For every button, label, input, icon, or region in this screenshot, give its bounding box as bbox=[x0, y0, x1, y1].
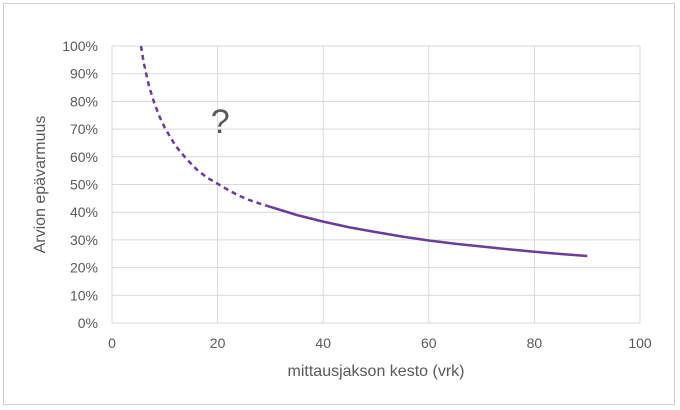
question-mark-annotation: ? bbox=[211, 103, 230, 141]
y-tick-label: 90% bbox=[70, 66, 98, 82]
chart-frame bbox=[3, 3, 675, 405]
x-tick-labels: 0 20 40 60 80 100 bbox=[108, 335, 652, 351]
x-tick-label: 20 bbox=[210, 335, 226, 351]
y-tick-label: 0% bbox=[78, 315, 98, 331]
x-axis-title: mittausjakson kesto (vrk) bbox=[288, 363, 465, 380]
y-tick-label: 20% bbox=[70, 260, 98, 276]
grid bbox=[111, 45, 641, 324]
x-tick-label: 60 bbox=[421, 335, 437, 351]
x-tick-label: 0 bbox=[108, 335, 116, 351]
x-tick-label: 40 bbox=[315, 335, 331, 351]
series-lines bbox=[139, 45, 588, 258]
annotations: ? bbox=[211, 103, 230, 141]
series-line-solid bbox=[267, 204, 588, 258]
y-tick-label: 100% bbox=[62, 38, 98, 54]
series-line-dashed bbox=[139, 45, 269, 208]
y-tick-label: 60% bbox=[70, 149, 98, 165]
x-tick-label: 100 bbox=[628, 335, 652, 351]
y-tick-label: 50% bbox=[70, 177, 98, 193]
y-tick-label: 10% bbox=[70, 287, 98, 303]
x-tick-label: 80 bbox=[527, 335, 543, 351]
y-tick-labels: 0% 10% 20% 30% 40% 50% 60% 70% 80% 90% 100% bbox=[62, 38, 98, 331]
y-tick-label: 40% bbox=[70, 204, 98, 220]
y-tick-label: 70% bbox=[70, 121, 98, 137]
y-tick-label: 80% bbox=[70, 93, 98, 109]
y-axis-title: Arvion epävarmuus bbox=[32, 116, 49, 254]
y-tick-label: 30% bbox=[70, 232, 98, 248]
